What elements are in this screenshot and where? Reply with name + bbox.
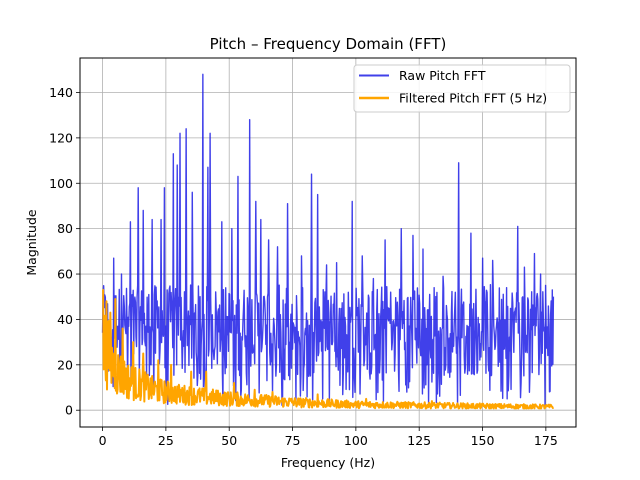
y-tick-label: 0 (65, 403, 73, 418)
x-tick-label: 0 (99, 433, 107, 448)
series-filtered-pitch-fft (102, 288, 555, 410)
y-tick-label: 60 (57, 267, 73, 282)
y-tick-label: 40 (57, 312, 73, 327)
x-tick-label: 25 (158, 433, 174, 448)
legend-box (353, 64, 571, 113)
x-tick-label: 50 (221, 433, 237, 448)
y-tick-label: 120 (49, 130, 73, 145)
x-tick-label: 125 (407, 433, 431, 448)
y-tick-label: 20 (57, 357, 73, 372)
y-axis-label: Magnitude (24, 209, 39, 276)
y-tick-label: 100 (49, 176, 73, 191)
x-tick-label: 75 (285, 433, 301, 448)
x-tick-label: 150 (471, 433, 495, 448)
series-raw-pitch-fft (101, 73, 555, 407)
x-axis-label: Frequency (Hz) (281, 455, 375, 470)
legend: Raw Pitch FFT Filtered Pitch FFT (5 Hz) (353, 64, 571, 113)
x-tick-label: 100 (344, 433, 368, 448)
chart-title: Pitch – Frequency Domain (FFT) (210, 35, 447, 53)
legend-label-filtered: Filtered Pitch FFT (5 Hz) (399, 91, 547, 106)
y-tick-label: 80 (57, 221, 73, 236)
plot-frame (79, 57, 577, 428)
series-layer (101, 73, 555, 410)
x-tick-label: 175 (534, 433, 558, 448)
y-tick-label: 140 (49, 85, 73, 100)
legend-label-raw: Raw Pitch FFT (399, 68, 486, 83)
axis-ticks: 0 25 50 75 100 125 150 175 0 20 40 60 80 100 120 140 (49, 85, 558, 448)
